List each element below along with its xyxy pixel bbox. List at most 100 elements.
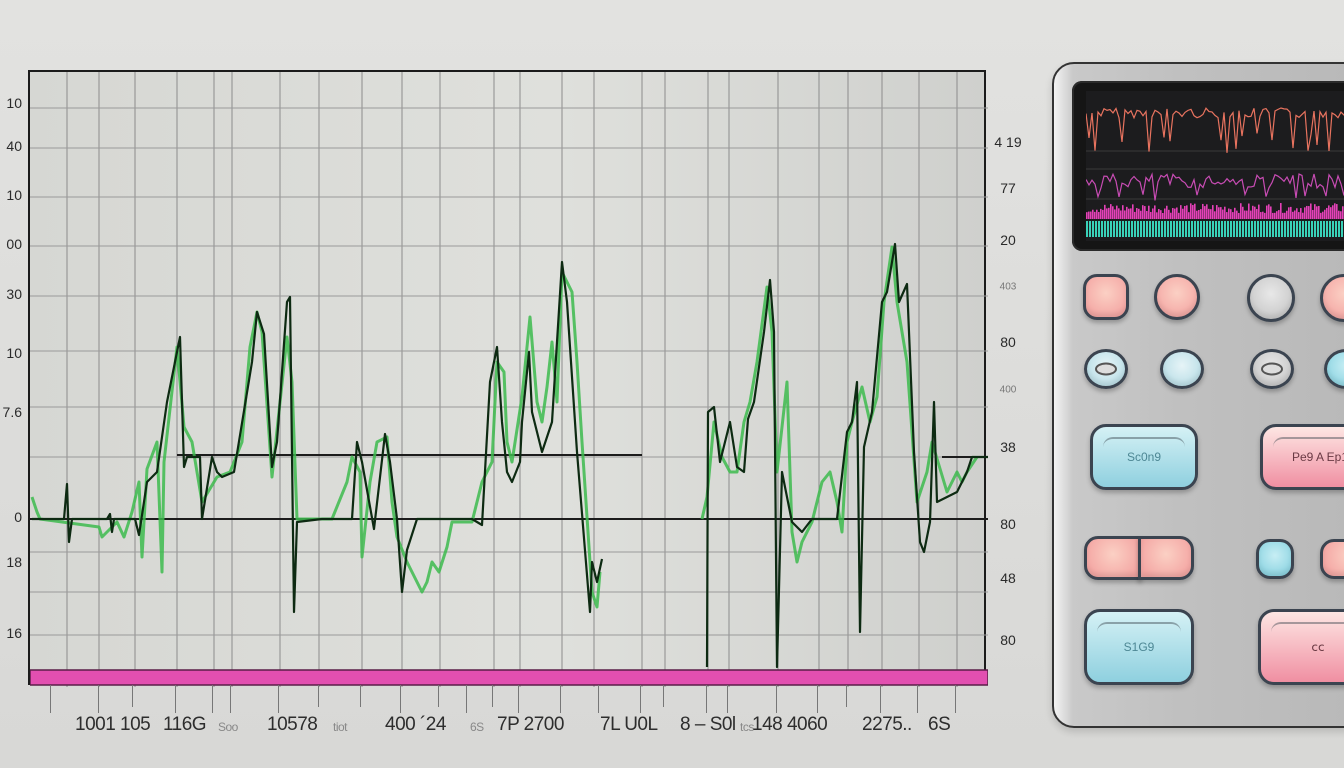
screen-bar-cyan <box>1191 221 1193 237</box>
screen-bar-pink <box>1216 205 1218 219</box>
y-tick-label: 10 <box>6 95 22 111</box>
screen-bar-cyan <box>1254 221 1256 237</box>
button-row2-1[interactable] <box>1084 349 1128 389</box>
signal-plot <box>30 72 988 687</box>
screen-bar-pink <box>1148 205 1150 219</box>
screen-bar-pink <box>1218 207 1220 219</box>
screen-bar-cyan <box>1299 221 1301 237</box>
screen-bar-cyan <box>1215 221 1217 237</box>
button-row2-4[interactable] <box>1324 349 1344 389</box>
screen-bar-pink <box>1178 212 1180 219</box>
screen-bar-cyan <box>1308 221 1310 237</box>
screen-bar-pink <box>1322 211 1324 219</box>
screen-bar-cyan <box>1326 221 1328 237</box>
x-tick-mark <box>846 685 847 707</box>
screen-bar-pink <box>1320 212 1322 219</box>
screen-bar-cyan <box>1266 221 1268 237</box>
bottom-right-button[interactable]: ⅽⅽ <box>1258 609 1344 685</box>
y-tick-label-right: 403 <box>999 281 1017 293</box>
screen-bar-pink <box>1130 208 1132 219</box>
x-tick-mark <box>560 685 561 713</box>
x-tick-label: Soo <box>218 720 238 734</box>
dark-signal-trace <box>705 242 988 669</box>
screen-bar-pink <box>1168 209 1170 219</box>
screen-bar-cyan <box>1149 221 1151 237</box>
screen-bar-pink <box>1100 208 1102 219</box>
screen-bar-cyan <box>1107 221 1109 237</box>
small-cyan-button[interactable] <box>1256 539 1294 579</box>
screen-bar-cyan <box>1113 221 1115 237</box>
screen-bar-pink <box>1174 208 1176 219</box>
screen-bar-pink <box>1286 210 1288 219</box>
screen-bar-cyan <box>1296 221 1298 237</box>
screen-bar-pink <box>1318 205 1320 219</box>
y-tick-label: 00 <box>6 236 22 252</box>
screen-bar-pink <box>1160 210 1162 219</box>
screen-bar-pink <box>1316 206 1318 219</box>
mode-button[interactable]: Pe9 A Ep1 <box>1260 424 1344 490</box>
split-button-far-right[interactable] <box>1320 539 1344 579</box>
screen-bar-pink <box>1138 208 1140 219</box>
screen-bar-pink <box>1222 209 1224 219</box>
screen-bar-cyan <box>1290 221 1292 237</box>
screen-bar-cyan <box>1137 221 1139 237</box>
screen-bar-pink <box>1204 206 1206 219</box>
x-tick-label: tiot <box>333 720 348 734</box>
screen-bar-cyan <box>1281 221 1283 237</box>
button-top-4[interactable] <box>1320 274 1344 322</box>
screen-bar-pink <box>1264 212 1266 219</box>
screen-bar-cyan <box>1338 221 1340 237</box>
x-tick-mark <box>518 685 519 713</box>
x-tick-mark <box>132 685 133 707</box>
x-tick-label: 148 4060 <box>752 714 828 735</box>
split-button-left[interactable] <box>1084 536 1142 580</box>
screen-bar-pink <box>1210 209 1212 219</box>
screen-bar-pink <box>1098 211 1100 219</box>
screen-bar-cyan <box>1128 221 1130 237</box>
y-tick-label-right: 38 <box>1000 439 1016 455</box>
button-row2-3[interactable] <box>1250 349 1294 389</box>
screen-bar-cyan <box>1251 221 1253 237</box>
button-row2-2[interactable] <box>1160 349 1204 389</box>
screen-bar-pink <box>1140 210 1142 219</box>
screen-bar-pink <box>1260 212 1262 219</box>
screen-bar-pink <box>1330 207 1332 219</box>
screen-bar-pink <box>1110 204 1112 219</box>
screen-bar-pink <box>1122 205 1124 219</box>
screen-bar-pink <box>1150 211 1152 219</box>
screen-bar-pink <box>1164 208 1166 219</box>
screen-bar-cyan <box>1167 221 1169 237</box>
button-top-1[interactable] <box>1083 274 1129 320</box>
screen-bar-cyan <box>1164 221 1166 237</box>
screen-bar-cyan <box>1173 221 1175 237</box>
screen-bar-cyan <box>1224 221 1226 237</box>
button-top-2[interactable] <box>1154 274 1200 320</box>
x-tick-mark <box>776 685 777 713</box>
signal-button[interactable]: S1G9 <box>1084 609 1194 685</box>
screen-bar-cyan <box>1206 221 1208 237</box>
screen-bar-cyan <box>1203 221 1205 237</box>
screen-bar-cyan <box>1098 221 1100 237</box>
screen-bar-pink <box>1332 205 1334 219</box>
device-screen <box>1086 91 1344 241</box>
screen-bar-pink <box>1112 206 1114 219</box>
screen-bar-cyan <box>1212 221 1214 237</box>
screen-bar-pink <box>1128 208 1130 219</box>
button-top-3[interactable] <box>1247 274 1295 322</box>
screen-bar-pink <box>1188 212 1190 219</box>
screen-bar-pink <box>1242 206 1244 219</box>
scan-button[interactable]: Sc0n9 <box>1090 424 1198 490</box>
x-tick-mark <box>400 685 401 713</box>
screen-bar-cyan <box>1119 221 1121 237</box>
screen-bar-pink <box>1152 208 1154 219</box>
screen-bar-pink <box>1250 210 1252 219</box>
screen-bar-pink <box>1292 211 1294 219</box>
screen-bar-cyan <box>1197 221 1199 237</box>
screen-bar-pink <box>1274 212 1276 219</box>
split-button-right[interactable] <box>1138 536 1194 580</box>
dark-signal-trace <box>32 260 604 614</box>
screen-bar-pink <box>1114 209 1116 219</box>
screen-bar-pink <box>1288 207 1290 219</box>
screen-bar-pink <box>1340 211 1342 219</box>
x-tick-label: 1001 105 <box>75 714 151 735</box>
